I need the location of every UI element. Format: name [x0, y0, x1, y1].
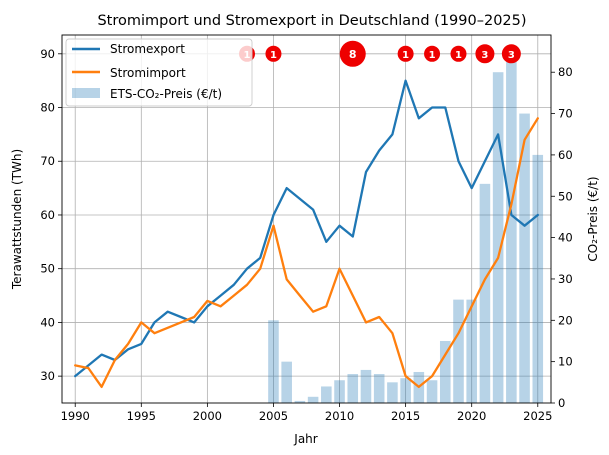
- y2-tick-label: 30: [558, 272, 573, 286]
- co2-price-bar: [387, 382, 398, 403]
- event-count-label: 8: [349, 48, 357, 61]
- y2-tick-label: 50: [558, 189, 573, 203]
- co2-price-bar: [532, 154, 544, 403]
- co2-price-bar: [360, 369, 372, 403]
- x-tick-label: 1990: [61, 409, 90, 423]
- x-tick-label: 2020: [457, 409, 486, 423]
- co2-price-bar: [506, 59, 517, 403]
- co2-price-bar: [400, 378, 411, 403]
- event-marker: [501, 44, 521, 64]
- legend-swatch-co2: [72, 88, 100, 98]
- co2-price-bar: [439, 340, 451, 403]
- co2-price-bar: [426, 380, 438, 403]
- co2-price-bar: [294, 400, 306, 403]
- legend-label-export: Stromexport: [110, 42, 185, 56]
- co2-price-bar: [492, 72, 504, 403]
- event-marker: [475, 44, 495, 64]
- co2-price-bar: [519, 113, 530, 403]
- y2-axis-label: CO₂-Preis (€/t): [586, 176, 600, 261]
- y-tick-label: 80: [40, 101, 55, 115]
- co2-price-bar: [479, 183, 491, 403]
- y-tick-label: 70: [40, 154, 55, 168]
- co2-price-bar: [281, 361, 292, 403]
- legend-box: [65, 38, 253, 107]
- series-lines: [74, 79, 539, 389]
- co2-price-bar: [334, 380, 345, 403]
- y-tick-label: 90: [40, 47, 55, 61]
- event-count-label: 3: [508, 50, 515, 61]
- x-tick-label: 2015: [391, 409, 420, 423]
- event-marker: [424, 45, 441, 62]
- y2-tick-label: 20: [558, 313, 573, 327]
- x-tick-label: 2000: [193, 409, 222, 423]
- co2-price-bar: [466, 299, 477, 403]
- co2-price-bar: [268, 320, 279, 403]
- co2-price-bar: [321, 386, 332, 403]
- y-tick-label: 30: [40, 369, 55, 383]
- y2-axis-ticks: 0 10 20 30 40 50 60 70 80: [551, 65, 573, 410]
- export-line: [74, 79, 539, 378]
- y-axis-ticks: 30 40 50 60 70 80 90: [40, 47, 62, 383]
- event-count-label: 1: [455, 50, 462, 61]
- y-tick-label: 40: [40, 315, 55, 329]
- y2-tick-label: 40: [558, 231, 573, 245]
- co2-price-bar: [347, 374, 359, 403]
- x-tick-label: 1995: [127, 409, 156, 423]
- x-tick-label: 2010: [325, 409, 354, 423]
- y2-tick-label: 10: [558, 355, 573, 369]
- chart-title: Stromimport und Stromexport in Deutschla…: [97, 13, 526, 29]
- y-axis-label: Terawattstunden (TWh): [10, 149, 24, 290]
- co2-price-bar: [307, 396, 319, 403]
- y2-tick-label: 70: [558, 107, 573, 121]
- legend-label-import: Stromimport: [110, 66, 186, 80]
- legend-label-co2: ETS-CO₂-Preis (€/t): [110, 87, 222, 101]
- co2-price-bar: [453, 299, 464, 403]
- event-marker: [339, 40, 366, 67]
- y-tick-label: 50: [40, 262, 55, 276]
- event-marker: [450, 45, 467, 62]
- legend: Stromexport Stromimport ETS-CO₂-Preis (€…: [65, 38, 253, 107]
- co2-price-bar: [373, 374, 385, 403]
- plot-frame: [61, 34, 552, 404]
- event-marker: [265, 45, 282, 62]
- x-tick-label: 2025: [523, 409, 552, 423]
- import-line: [74, 117, 539, 389]
- event-count-label: 1: [402, 50, 409, 61]
- event-marker: [397, 45, 414, 62]
- y2-tick-label: 80: [558, 65, 573, 79]
- x-axis-ticks: 1990 1995 2000 2005 2010 2015 2020 2025: [61, 403, 552, 423]
- y-tick-label: 60: [40, 208, 55, 222]
- x-tick-label: 2005: [259, 409, 288, 423]
- event-count-label: 1: [270, 50, 277, 61]
- event-count-label: 3: [481, 50, 488, 61]
- y2-tick-label: 60: [558, 148, 573, 162]
- y2-tick-label: 0: [558, 396, 565, 410]
- x-axis-label: Jahr: [293, 432, 317, 446]
- event-count-label: 1: [429, 50, 436, 61]
